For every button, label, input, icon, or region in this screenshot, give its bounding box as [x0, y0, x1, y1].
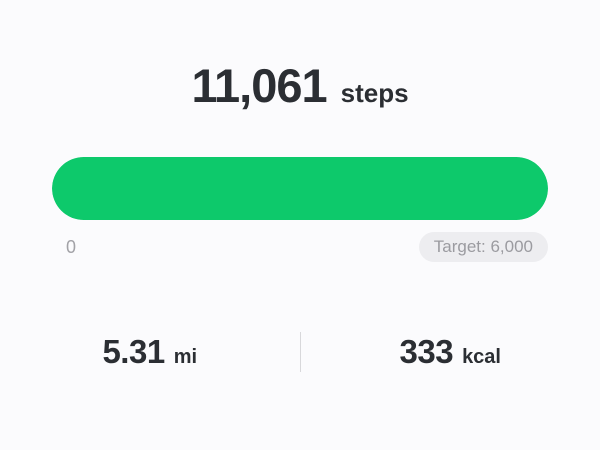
progress-labels: 0 Target: 6,000 [52, 232, 548, 262]
target-chip[interactable]: Target: 6,000 [418, 232, 548, 262]
progress-section: 0 Target: 6,000 [52, 157, 548, 262]
steps-header: 11,061 steps [0, 0, 600, 113]
progress-min-label: 0 [66, 236, 77, 257]
progress-track [52, 157, 548, 220]
distance-stat: 5.31 mi [0, 333, 300, 371]
calories-unit: kcal [462, 346, 501, 368]
distance-unit: mi [173, 346, 198, 368]
calories-value: 333 [399, 333, 454, 370]
stats-divider [299, 332, 301, 372]
stats-row: 5.31 mi 333 kcal [0, 332, 600, 372]
progress-fill [52, 157, 548, 220]
steps-unit-label: steps [340, 78, 409, 108]
calories-stat: 333 kcal [301, 333, 600, 371]
distance-value: 5.31 [102, 333, 165, 370]
steps-count: 11,061 [191, 59, 327, 112]
